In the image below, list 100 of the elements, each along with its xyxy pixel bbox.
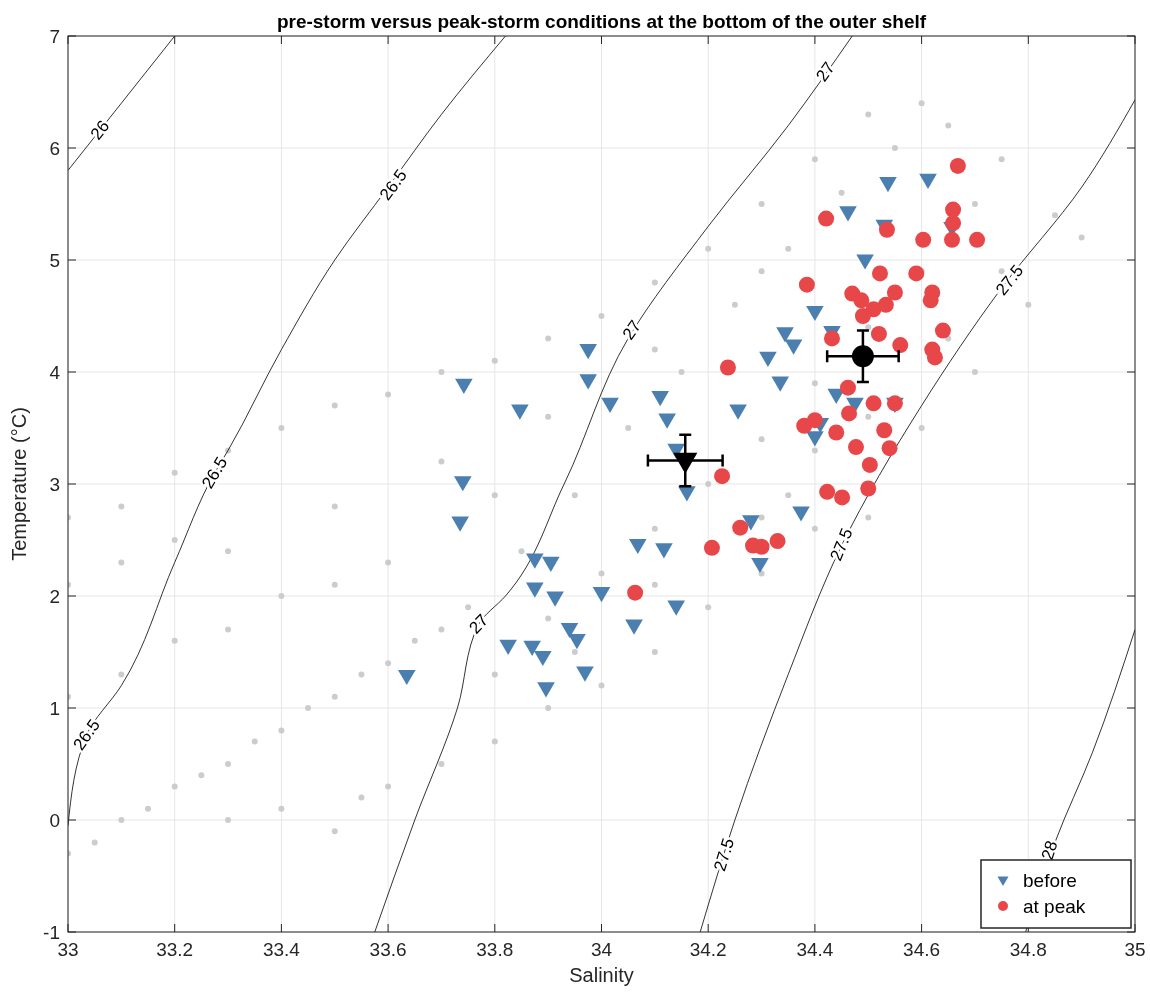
y-tick-label: 2 (49, 585, 60, 607)
point (819, 483, 836, 500)
point (945, 201, 962, 218)
line-series (699, 99, 1135, 932)
y-axis-title: Temperature (°C) (8, 407, 30, 561)
annotation: 28 (1037, 838, 1062, 863)
point (568, 634, 586, 650)
point (667, 600, 685, 616)
line-series (374, 36, 853, 932)
point (451, 516, 469, 532)
point (784, 339, 803, 355)
legend-label: at peak (1023, 895, 1086, 917)
x-tick-label: 34.4 (796, 939, 834, 960)
annotation: 26 (86, 116, 114, 144)
point (806, 431, 824, 447)
point (861, 456, 878, 473)
point (919, 173, 937, 189)
point (856, 254, 874, 270)
annotation: 27 (465, 610, 493, 638)
point (579, 374, 597, 390)
point (792, 506, 810, 522)
y-tick-label: 6 (49, 137, 60, 159)
x-tick-label: 34.6 (903, 939, 941, 960)
point (879, 177, 897, 193)
point (823, 330, 840, 347)
point (915, 231, 932, 248)
point (625, 619, 643, 635)
point (523, 640, 541, 656)
point (655, 543, 673, 559)
y-tick-label: 3 (49, 473, 60, 495)
y-tick-label: 0 (49, 809, 60, 831)
annotation: 27 (812, 58, 839, 86)
point (537, 682, 555, 698)
point (751, 557, 769, 574)
x-tick-label: 34.8 (1009, 939, 1047, 960)
point (526, 553, 544, 569)
point (865, 395, 882, 412)
point (853, 292, 870, 309)
point (892, 337, 909, 354)
x-tick-label: 34.2 (689, 939, 727, 960)
x-tick-label: 35 (1124, 939, 1146, 960)
point (877, 296, 894, 313)
point (926, 349, 943, 366)
x-tick-label: 33.4 (262, 939, 301, 960)
x-tick-label: 34 (590, 939, 613, 960)
x-tick-label: 33 (57, 939, 79, 960)
annotation: 27.5 (710, 836, 739, 874)
point (771, 376, 790, 392)
point (949, 157, 966, 174)
point (881, 440, 898, 457)
point (839, 206, 857, 222)
point (886, 284, 903, 301)
point (839, 379, 856, 396)
point (579, 344, 597, 360)
point (834, 489, 851, 506)
point (871, 265, 888, 282)
y-tick-label: 7 (49, 25, 60, 47)
point (841, 405, 858, 422)
point (526, 582, 544, 598)
annotation: 27.5 (826, 525, 857, 564)
point (576, 666, 594, 682)
legend-label: before (1023, 869, 1077, 891)
y-tick-label: 1 (49, 697, 60, 719)
point (542, 556, 560, 572)
point (453, 476, 472, 492)
point (828, 424, 845, 441)
point (776, 327, 794, 343)
point (847, 439, 864, 456)
point (673, 452, 698, 474)
point (908, 265, 925, 282)
point (534, 650, 552, 667)
point (397, 669, 416, 686)
point (601, 397, 619, 413)
x-tick-label: 33.2 (156, 939, 194, 960)
x-tick-label: 33.8 (476, 939, 514, 960)
point (759, 351, 777, 368)
point (627, 584, 644, 601)
point (658, 413, 676, 429)
point (796, 417, 813, 434)
point (969, 231, 986, 248)
point (678, 486, 696, 502)
point (818, 210, 835, 227)
x-tick-label: 33.6 (369, 939, 407, 960)
x-axis-title: Salinity (569, 964, 634, 986)
point (511, 404, 529, 420)
point (870, 325, 887, 342)
point (651, 391, 669, 407)
point (703, 539, 720, 556)
annotation: 27 (618, 316, 646, 344)
point (798, 276, 815, 293)
point (546, 591, 564, 607)
point (806, 305, 824, 322)
point (719, 359, 736, 376)
y-tick-label: 4 (49, 361, 61, 383)
point (592, 587, 611, 603)
y-tick-label: 5 (49, 249, 60, 271)
point (944, 231, 961, 248)
point (742, 515, 760, 531)
point (499, 639, 517, 655)
point (945, 215, 962, 232)
